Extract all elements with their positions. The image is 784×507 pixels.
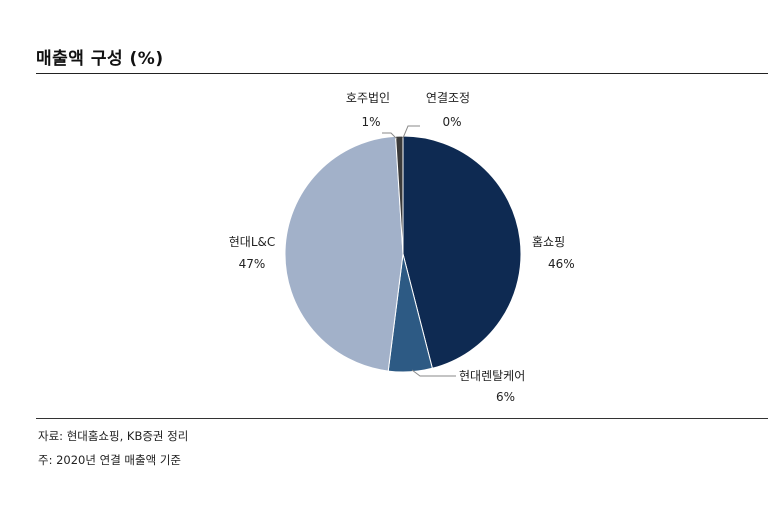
- slice-name-현대렌탈케어: 현대렌탈케어: [459, 369, 525, 383]
- source-note: 자료: 현대홈쇼핑, KB증권 정리: [38, 429, 189, 443]
- footer-divider: [36, 418, 768, 419]
- basis-note: 주: 2020년 연결 매출액 기준: [38, 453, 181, 467]
- slice-name-호주법인: 호주법인: [346, 91, 390, 105]
- title-divider: [36, 73, 768, 74]
- slice-value-연결조정: 0%: [442, 115, 461, 129]
- slice-value-홈쇼핑: 46%: [548, 257, 575, 271]
- leader-line-현대렌탈케어: [411, 369, 456, 377]
- pie-slice-홈쇼핑: [402, 135, 522, 369]
- pie-slices: [284, 135, 522, 373]
- pie-slice-호주법인: [395, 135, 404, 255]
- pie-slice-현대l-c: [284, 135, 404, 372]
- leader-lines: [382, 125, 456, 377]
- leader-line-연결조정: [402, 125, 420, 139]
- slice-name-연결조정: 연결조정: [426, 91, 470, 105]
- slice-name-홈쇼핑: 홈쇼핑: [532, 235, 565, 249]
- slice-labels: 홈쇼핑 46% 현대렌탈케어 6% 현대L&C 47% 호주법인 1% 연결조정 0%: [229, 91, 575, 404]
- slice-value-현대l-c: 47%: [239, 257, 266, 271]
- slice-value-호주법인: 1%: [361, 115, 380, 129]
- chart-title: 매출액 구성 (%): [36, 49, 164, 69]
- slice-value-현대렌탈케어: 6%: [496, 390, 515, 404]
- leader-line-호주법인: [382, 132, 398, 140]
- slice-name-현대l-c: 현대L&C: [229, 235, 276, 249]
